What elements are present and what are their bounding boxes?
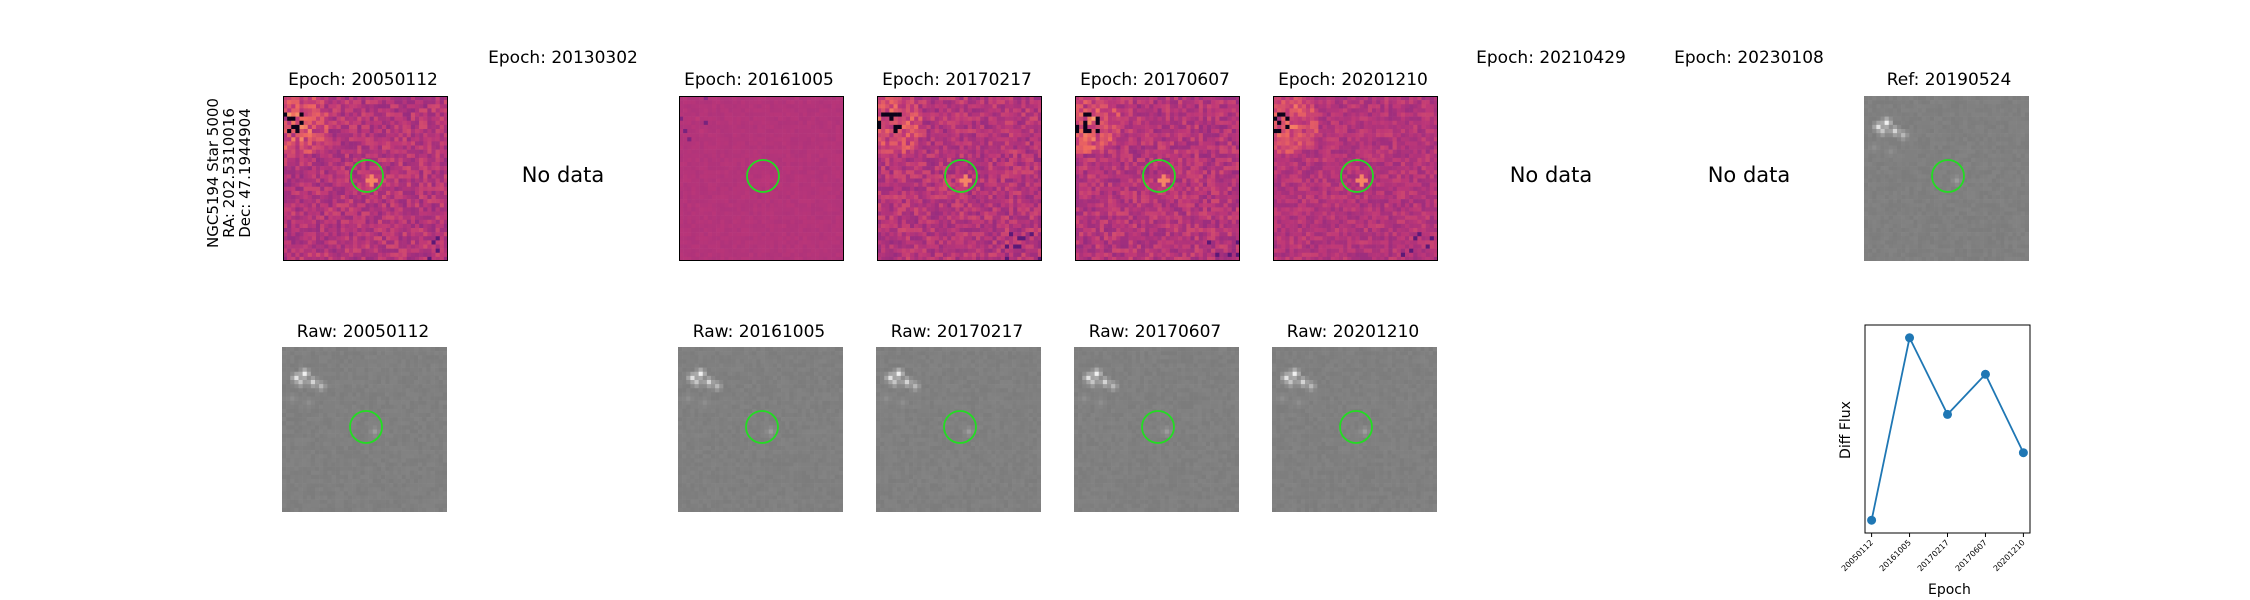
- no-data-2: No data: [521, 163, 605, 187]
- no-data-8: No data: [1707, 163, 1791, 187]
- data-point: [1980, 369, 1990, 379]
- raw-title-2: Raw: 20161005: [692, 322, 826, 342]
- diff-title-6: Epoch: 20201210: [1278, 70, 1428, 90]
- data-point: [1943, 409, 1952, 419]
- diff-title-7: Epoch: 20210429: [1476, 48, 1626, 68]
- diff-title-5: Epoch: 20170607: [1080, 70, 1230, 90]
- diff-title-2: Epoch: 20130302: [488, 48, 638, 68]
- x-tick-label: 20170607: [1954, 538, 1989, 573]
- data-point: [1905, 333, 1915, 343]
- x-tick-label: 20170217: [1916, 538, 1951, 573]
- y-axis-label: Diff Flux: [1838, 401, 1854, 459]
- ref-title: Ref: 20190524: [1886, 70, 2012, 90]
- raw-image-5: [1272, 347, 1437, 512]
- x-tick-label: 20161005: [1878, 538, 1913, 573]
- raw-image-3: [876, 347, 1041, 512]
- diff-title-1: Epoch: 20050112: [288, 70, 438, 90]
- star-name: NGC5194 Star 5000: [204, 98, 222, 248]
- raw-title-5: Raw: 20201210: [1286, 322, 1420, 342]
- light-curve-chart: 20050112 20161005 20170217 20170607 20201210: [1840, 324, 2031, 573]
- diff-image-6: [1273, 96, 1438, 261]
- ref-image: [1864, 96, 2029, 261]
- star-ra: RA: 202.5310016: [220, 108, 238, 238]
- raw-title-3: Raw: 20170217: [890, 322, 1024, 342]
- diff-title-3: Epoch: 20161005: [684, 70, 834, 90]
- diff-image-5: [1075, 96, 1240, 261]
- diff-image-4: [877, 96, 1042, 261]
- diff-image-1: [283, 96, 448, 261]
- x-tick-label: 20201210: [1992, 538, 2027, 573]
- raw-image-1: [282, 347, 447, 512]
- x-axis-label: Epoch: [1928, 582, 1971, 598]
- raw-image-4: [1074, 347, 1239, 512]
- raw-image-2: [678, 347, 843, 512]
- star-dec: Dec: 47.1944904: [236, 108, 254, 238]
- diff-title-8: Epoch: 20230108: [1674, 48, 1824, 68]
- x-tick-label: 20050112: [1840, 538, 1875, 573]
- raw-title-1: Raw: 20050112: [296, 322, 430, 342]
- data-point: [2018, 448, 2028, 458]
- series-line: [1870, 335, 2025, 521]
- diff-image-3: [679, 96, 844, 261]
- data-point: [1867, 515, 1877, 525]
- diff-title-4: Epoch: 20170217: [882, 70, 1032, 90]
- raw-title-4: Raw: 20170607: [1088, 322, 1222, 342]
- no-data-7: No data: [1509, 163, 1593, 187]
